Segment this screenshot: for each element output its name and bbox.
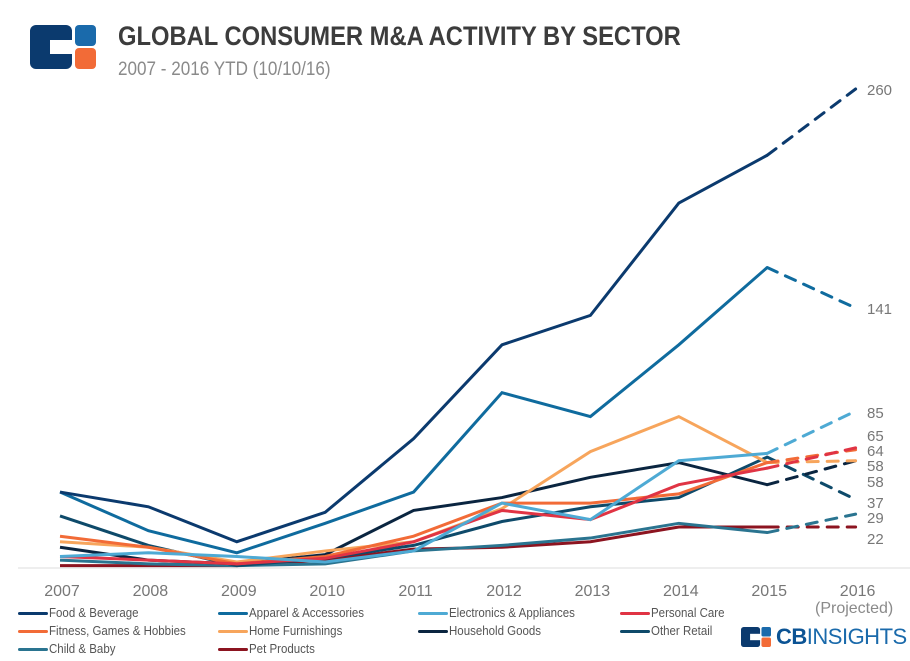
- x-tick-2009: 2009: [221, 583, 257, 600]
- legend-swatch: [218, 647, 248, 651]
- end-label-food-beverage: 260: [867, 82, 892, 99]
- legend-label: Fitness, Games & Hobbies: [49, 624, 186, 638]
- series-projection-other-retail: [765, 455, 858, 501]
- series-projection-fitness-games-hobbies: [765, 448, 858, 465]
- logo-blue-block: [75, 25, 96, 46]
- legend-swatch: [418, 629, 448, 633]
- end-label-child-baby: 29: [867, 510, 884, 527]
- legend-item-food-beverage: Food & Beverage: [18, 606, 146, 620]
- projected-note: (Projected): [815, 600, 894, 617]
- series-projection-household-goods: [765, 459, 858, 487]
- legend-swatch: [418, 611, 448, 615]
- legend-swatch: [620, 611, 650, 615]
- end-label-other-retail: 37: [867, 495, 884, 512]
- legend-swatch: [620, 629, 650, 633]
- x-tick-2015: 2015: [751, 583, 787, 600]
- legend: Food & Beverage Apparel & Accessories Elec…: [18, 606, 738, 660]
- x-tick-2013: 2013: [575, 583, 611, 600]
- series-line-food-beverage: [59, 153, 768, 544]
- brand-bold: CB: [776, 624, 807, 649]
- legend-label: Other Retail: [651, 624, 713, 638]
- page-subtitle: 2007 - 2016 YTD (10/10/16): [118, 59, 331, 80]
- series-projection-home-furnishings: [765, 459, 858, 465]
- brand-logo: CBINSIGHTS: [740, 624, 907, 650]
- legend-swatch: [18, 647, 48, 651]
- end-label-electronics-appliances: 85: [867, 405, 884, 422]
- legend-label: Pet Products: [249, 642, 315, 656]
- legend-item-personal-care: Personal Care: [620, 606, 731, 620]
- legend-item-fitness-games-hobbies: Fitness, Games & Hobbies: [18, 624, 198, 638]
- legend-item-home-furnishings: Home Furnishings: [218, 624, 350, 638]
- x-tick-2011: 2011: [398, 583, 433, 600]
- legend-label: Personal Care: [651, 606, 725, 620]
- x-tick-2007: 2007: [44, 583, 80, 600]
- series-projection-apparel-accessories: [765, 266, 858, 310]
- x-tick-2014: 2014: [663, 583, 699, 600]
- x-tick-2012: 2012: [486, 583, 522, 600]
- legend-item-child-baby: Child & Baby: [18, 642, 121, 656]
- series-line-electronics-appliances: [59, 451, 768, 564]
- end-label-household-goods: 58: [867, 474, 884, 491]
- legend-item-pet-products: Pet Products: [218, 642, 321, 656]
- x-tick-2016: 2016: [840, 583, 876, 600]
- series-projection-food-beverage: [765, 87, 858, 157]
- end-label-fitness-games-hobbies: 64: [867, 443, 884, 460]
- brand-thin: INSIGHTS: [806, 624, 907, 649]
- logo-notch: [50, 40, 74, 54]
- legend-label: Household Goods: [449, 624, 542, 638]
- legend-swatch: [18, 611, 48, 615]
- legend-swatch: [18, 629, 48, 633]
- legend-label: Home Furnishings: [249, 624, 343, 638]
- legend-label: Apparel & Accessories: [249, 606, 365, 620]
- legend-item-apparel-accessories: Apparel & Accessories: [218, 606, 374, 620]
- series-lines: [59, 87, 858, 568]
- cb-insights-small-logo-icon: [741, 627, 771, 647]
- legend-item-other-retail: Other Retail: [620, 624, 718, 638]
- series-line-apparel-accessories: [59, 266, 769, 555]
- legend-swatch: [218, 629, 248, 633]
- end-label-personal-care: 65: [867, 428, 884, 445]
- x-tick-2010: 2010: [309, 583, 345, 600]
- legend-item-household-goods: Household Goods: [418, 624, 549, 638]
- end-label-pet-products: 22: [867, 531, 884, 548]
- x-tick-labels: 2007 2008 2009 2010 2011 2012 2013 2014 2015 2016: [44, 583, 875, 600]
- legend-label: Electronics & Appliances: [449, 606, 575, 620]
- x-tick-2008: 2008: [133, 583, 169, 600]
- legend-label: Food & Beverage: [49, 606, 139, 620]
- legend-label: Child & Baby: [49, 642, 116, 656]
- series-projection-personal-care: [765, 446, 858, 470]
- series-projection-electronics-appliances: [765, 409, 858, 455]
- legend-item-electronics-appliances: Electronics & Appliances: [418, 606, 586, 620]
- page-title: GLOBAL CONSUMER M&A ACTIVITY BY SECTOR: [118, 21, 681, 51]
- end-label-home-furnishings: 58: [867, 458, 884, 475]
- series-projection-child-baby: [765, 512, 858, 535]
- cb-insights-logo-icon: [30, 25, 96, 69]
- legend-swatch: [218, 611, 248, 615]
- end-label-apparel-accessories: 141: [867, 301, 892, 318]
- series-line-personal-care: [59, 466, 768, 566]
- logo-orange-block: [75, 48, 96, 69]
